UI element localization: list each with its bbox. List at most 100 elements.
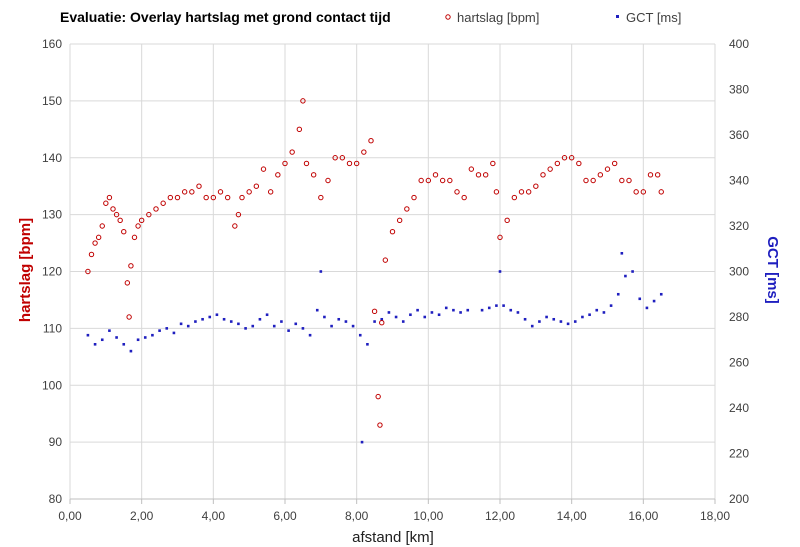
gct-point bbox=[581, 315, 584, 319]
y-left-tick-label: 120 bbox=[42, 265, 62, 279]
hartslag-point bbox=[106, 194, 113, 201]
gct-point bbox=[319, 270, 323, 273]
gct-point bbox=[129, 349, 133, 353]
gct-point bbox=[294, 322, 298, 326]
gct-point bbox=[401, 320, 405, 323]
hartslag-point bbox=[361, 149, 367, 155]
gct-point bbox=[416, 308, 419, 312]
gct-point bbox=[631, 270, 634, 273]
hartslag-point bbox=[619, 177, 625, 184]
hartslag-point bbox=[117, 217, 123, 224]
hartslag-point bbox=[490, 160, 496, 167]
hartslag-point bbox=[260, 166, 267, 172]
y-right-tick-label: 260 bbox=[729, 356, 749, 370]
gct-point bbox=[638, 297, 642, 301]
gct-point bbox=[301, 327, 305, 330]
gct-point bbox=[244, 327, 247, 330]
y-right-tick-label: 240 bbox=[729, 401, 749, 415]
gct-point bbox=[602, 311, 606, 314]
y-right-tick-label: 340 bbox=[729, 174, 749, 188]
x-tick-label: 14,00 bbox=[557, 509, 587, 523]
hartslag-point bbox=[554, 160, 561, 167]
hartslag-point bbox=[135, 223, 141, 229]
hartslag-point bbox=[640, 189, 647, 195]
y-right-tick-label: 320 bbox=[729, 219, 749, 233]
hartslag-point bbox=[232, 223, 238, 229]
hartslag-point bbox=[246, 189, 252, 195]
hartslag-point bbox=[318, 194, 324, 201]
hartslag-point bbox=[633, 189, 639, 195]
gct-point bbox=[509, 308, 513, 312]
gct-point bbox=[265, 313, 269, 317]
hartslag-point bbox=[576, 160, 582, 167]
x-tick-label: 18,00 bbox=[700, 509, 730, 523]
hartslag-point bbox=[382, 257, 389, 263]
gct-point bbox=[444, 306, 448, 310]
y-axis-right-label: GCT [ms] bbox=[764, 236, 781, 304]
gct-point bbox=[480, 308, 484, 312]
gct-point bbox=[652, 299, 656, 303]
hartslag-point bbox=[647, 172, 654, 178]
gct-point bbox=[545, 315, 548, 319]
gct-point bbox=[516, 311, 520, 314]
hartslag-point bbox=[396, 217, 403, 224]
gct-point bbox=[466, 308, 470, 312]
hartslag-point bbox=[300, 98, 306, 104]
y-axis-left-label: hartslag [bpm] bbox=[17, 218, 34, 322]
hartslag-point bbox=[540, 172, 546, 178]
hartslag-point bbox=[432, 172, 439, 178]
hartslag-point bbox=[310, 172, 317, 178]
hartslag-point bbox=[379, 319, 385, 326]
x-axis-label: afstand [km] bbox=[352, 529, 434, 546]
hartslag-point bbox=[375, 393, 381, 400]
hartslag-point bbox=[518, 189, 525, 195]
gct-point bbox=[595, 308, 599, 312]
hartslag-point bbox=[103, 200, 109, 206]
hartslag-point bbox=[475, 172, 482, 178]
y-right-tick-label: 220 bbox=[729, 447, 749, 461]
gct-point bbox=[380, 317, 384, 321]
x-tick-label: 12,00 bbox=[485, 509, 515, 523]
legend: hartslag [bpm] GCT [ms] bbox=[445, 10, 681, 25]
hartslag-point bbox=[160, 200, 166, 206]
hartslag-point bbox=[654, 172, 661, 178]
gct-point bbox=[609, 304, 613, 307]
y-right-tick-label: 380 bbox=[729, 83, 749, 97]
gct-point bbox=[194, 320, 197, 323]
hartslag-point bbox=[568, 155, 575, 161]
gct-point bbox=[272, 324, 276, 328]
gct-point bbox=[573, 320, 577, 323]
gct-point bbox=[115, 336, 118, 339]
y-left-tick-label: 90 bbox=[49, 435, 63, 449]
gct-point bbox=[645, 306, 649, 310]
gct-point bbox=[344, 320, 348, 323]
y-left-tick-label: 110 bbox=[43, 321, 62, 335]
gct-point bbox=[315, 308, 319, 312]
hartslag-point bbox=[113, 211, 120, 218]
hartslag-point bbox=[110, 206, 116, 212]
hartslag-point bbox=[561, 155, 568, 161]
hartslag-point bbox=[303, 160, 310, 167]
gct-point bbox=[215, 313, 219, 317]
gct-point bbox=[530, 324, 534, 328]
gct-point bbox=[358, 333, 362, 337]
gct-point bbox=[559, 320, 563, 323]
hartslag-point bbox=[146, 211, 152, 218]
gct-point bbox=[495, 304, 498, 307]
hartslag-point bbox=[85, 268, 91, 275]
hartslag-point bbox=[275, 172, 281, 178]
gct-point bbox=[330, 324, 333, 328]
hartslag-point bbox=[511, 194, 518, 201]
hartslag-point bbox=[611, 160, 618, 167]
hartslag-point bbox=[167, 194, 174, 201]
x-tick-label: 6,00 bbox=[273, 509, 297, 523]
hartslag-point bbox=[418, 177, 424, 184]
hartslag-point bbox=[99, 223, 105, 229]
gct-point bbox=[108, 329, 111, 332]
hartslag-point bbox=[439, 177, 446, 184]
hartslag-point bbox=[181, 189, 188, 195]
gct-point bbox=[165, 327, 169, 330]
hartslag-point bbox=[525, 189, 532, 195]
